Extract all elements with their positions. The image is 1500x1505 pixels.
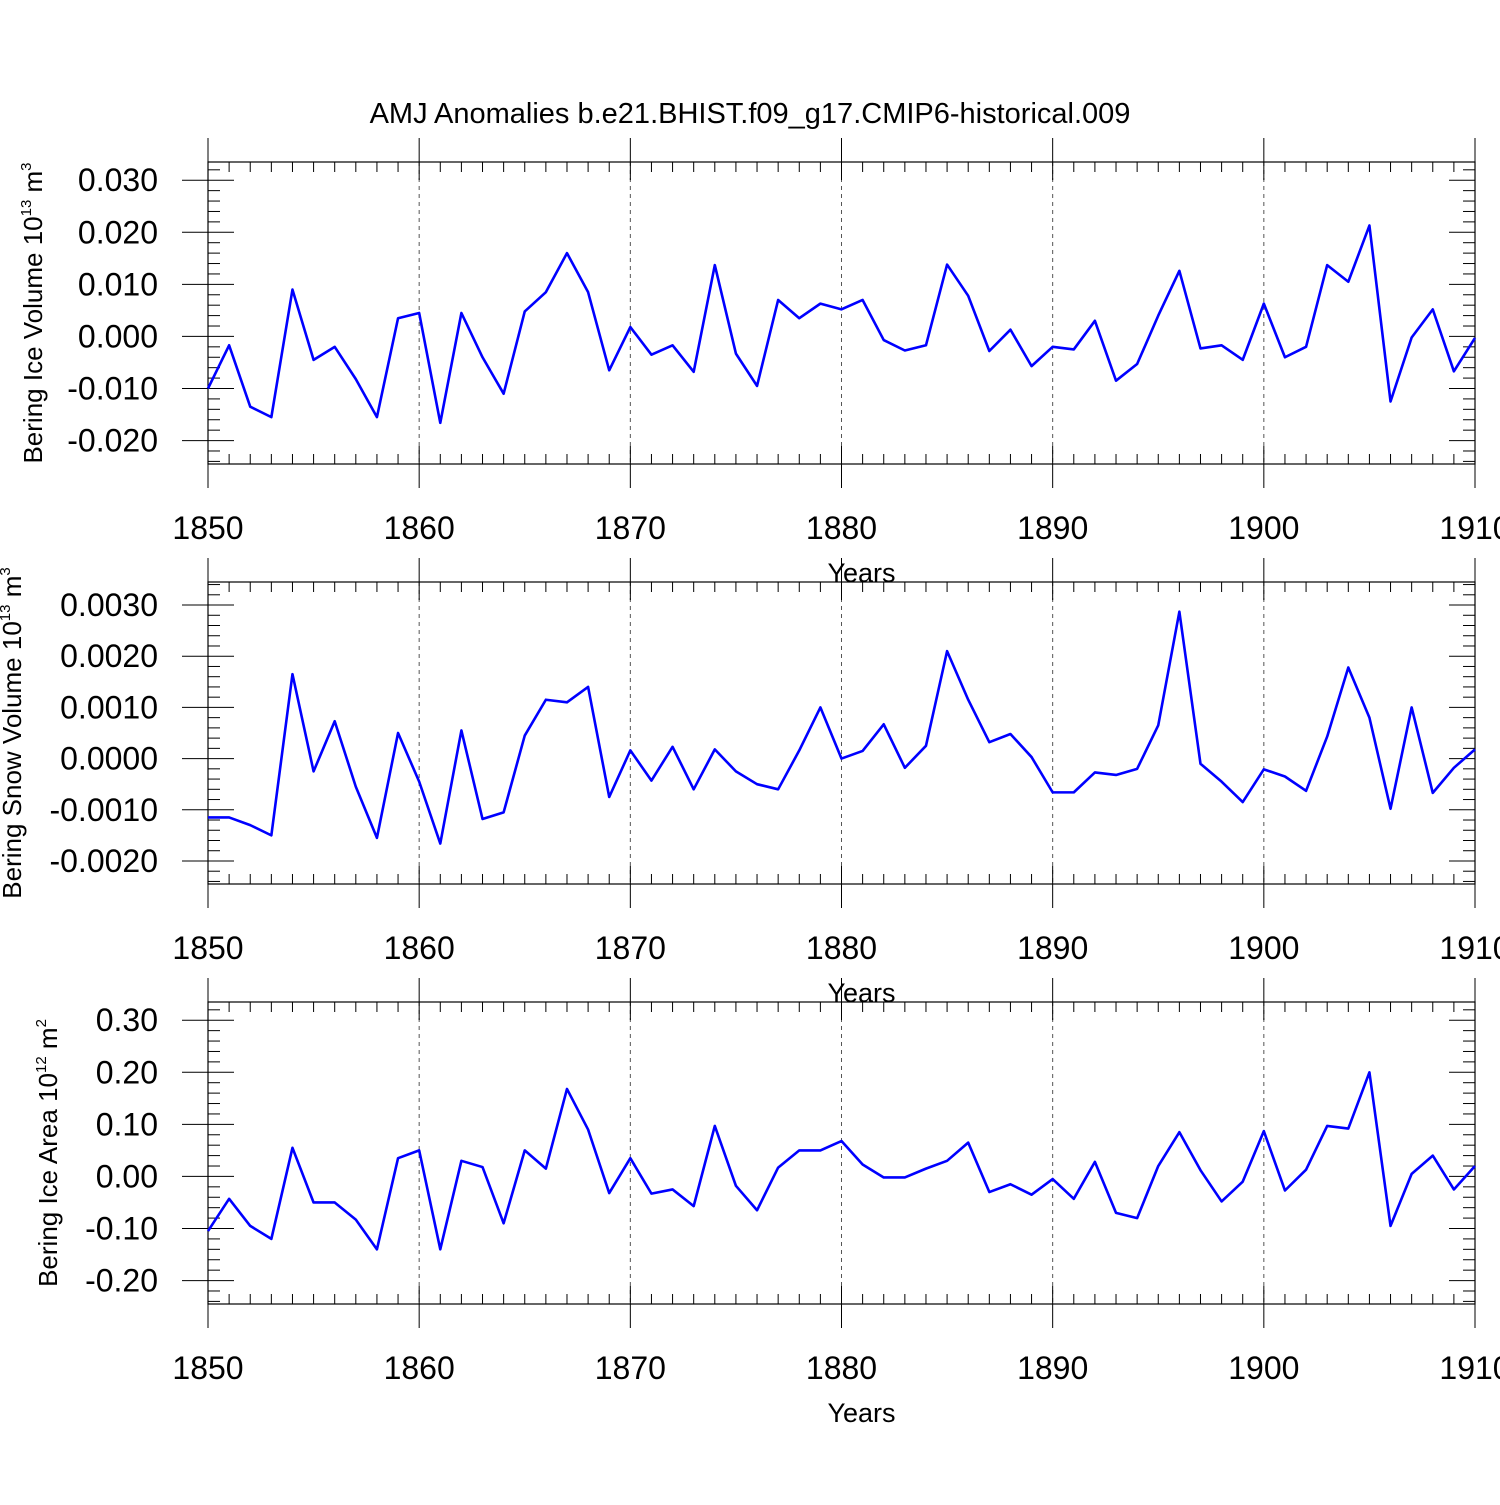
x-tick-label: 1890 xyxy=(1017,510,1088,546)
series-line xyxy=(206,1070,1476,1251)
x-tick-label: 1850 xyxy=(172,1350,243,1386)
y-tick-label: 0.0030 xyxy=(60,587,158,623)
y-axis-label-part: Bering Ice Area 10 xyxy=(33,1073,63,1287)
chart-title: AMJ Anomalies b.e21.BHIST.f09_g17.CMIP6-… xyxy=(370,98,1131,130)
y-axis-label-part: m xyxy=(18,171,48,200)
y-axis-label-exponent: 12 xyxy=(33,1056,50,1073)
y-axis-label-exponent: 2 xyxy=(33,1019,50,1027)
y-tick-label: 0.030 xyxy=(78,162,158,198)
x-tick-label: 1870 xyxy=(595,1350,666,1386)
y-tick-label: 0.30 xyxy=(96,1002,158,1038)
x-axis-label: Years xyxy=(827,978,895,1008)
y-axis-label-part: m xyxy=(33,1027,63,1056)
x-tick-label: 1850 xyxy=(172,510,243,546)
x-tick-label: 1870 xyxy=(595,930,666,966)
y-axis-label: Bering Ice Volume 1013 m3 xyxy=(18,162,48,463)
x-tick-label: 1910 xyxy=(1439,510,1500,546)
x-tick-label: 1860 xyxy=(384,1350,455,1386)
y-tick-label: -0.010 xyxy=(67,371,158,407)
x-tick-label: 1860 xyxy=(384,510,455,546)
y-tick-label: -0.10 xyxy=(85,1211,158,1247)
x-tick-label: 1870 xyxy=(595,510,666,546)
series-line xyxy=(208,610,1476,845)
plot-frame xyxy=(207,1001,1476,1305)
y-tick-label: -0.0020 xyxy=(49,843,158,879)
panel-2: 1850 1860 1870 1880 1890 1900 1910 -0.0020 -0.00… xyxy=(0,558,1500,1008)
y-tick-label: 0.000 xyxy=(78,318,158,354)
y-tick-label: -0.20 xyxy=(85,1263,158,1299)
y-tick-label: 0.0000 xyxy=(60,741,158,777)
x-tick-label: 1860 xyxy=(384,930,455,966)
x-tick-label: 1900 xyxy=(1228,510,1299,546)
x-axis-label: Years xyxy=(827,558,895,588)
x-tick-label: 1910 xyxy=(1439,930,1500,966)
x-tick-label: 1880 xyxy=(806,930,877,966)
y-axis-label-exponent: 13 xyxy=(0,605,14,622)
plot-frame xyxy=(207,581,1476,885)
y-tick-label: 0.10 xyxy=(96,1106,158,1142)
x-tick-label: 1890 xyxy=(1017,930,1088,966)
panel-1: 1850 1860 1870 1880 1890 1900 1910 -0.020 -0.010… xyxy=(18,138,1500,588)
y-axis-label-exponent: 3 xyxy=(18,162,35,170)
series-line xyxy=(206,224,1477,425)
panel-3: 1850 1860 1870 1880 1890 1900 1910 -0.20 -0.10 0.… xyxy=(33,978,1500,1428)
x-tick-label: 1910 xyxy=(1439,1350,1500,1386)
y-axis-label: Bering Ice Area 1012 m2 xyxy=(33,1019,63,1287)
y-tick-label: 0.0010 xyxy=(60,689,158,725)
y-tick-label: 0.010 xyxy=(78,266,158,302)
y-tick-label: 0.020 xyxy=(78,214,158,250)
plot-frame xyxy=(207,161,1476,465)
x-tick-label: 1900 xyxy=(1228,930,1299,966)
y-axis-label-part: Bering Ice Volume 10 xyxy=(18,216,48,463)
y-axis-label-part: m xyxy=(0,576,27,605)
x-tick-label: 1900 xyxy=(1228,1350,1299,1386)
y-tick-label: 0.20 xyxy=(96,1054,158,1090)
y-tick-label: -0.020 xyxy=(67,423,158,459)
y-axis-label-exponent: 13 xyxy=(18,200,35,217)
y-axis-label-part: Bering Snow Volume 10 xyxy=(0,621,27,899)
y-axis-label-exponent: 3 xyxy=(0,567,14,575)
y-tick-label: -0.0010 xyxy=(49,792,158,828)
x-tick-label: 1890 xyxy=(1017,1350,1088,1386)
x-tick-label: 1850 xyxy=(172,930,243,966)
x-axis-label: Years xyxy=(827,1398,895,1428)
y-axis-label: Bering Snow Volume 1013 m3 xyxy=(0,567,27,898)
x-tick-label: 1880 xyxy=(806,1350,877,1386)
x-tick-label: 1880 xyxy=(806,510,877,546)
y-tick-label: 0.0020 xyxy=(60,638,158,674)
y-tick-label: 0.00 xyxy=(96,1158,158,1194)
